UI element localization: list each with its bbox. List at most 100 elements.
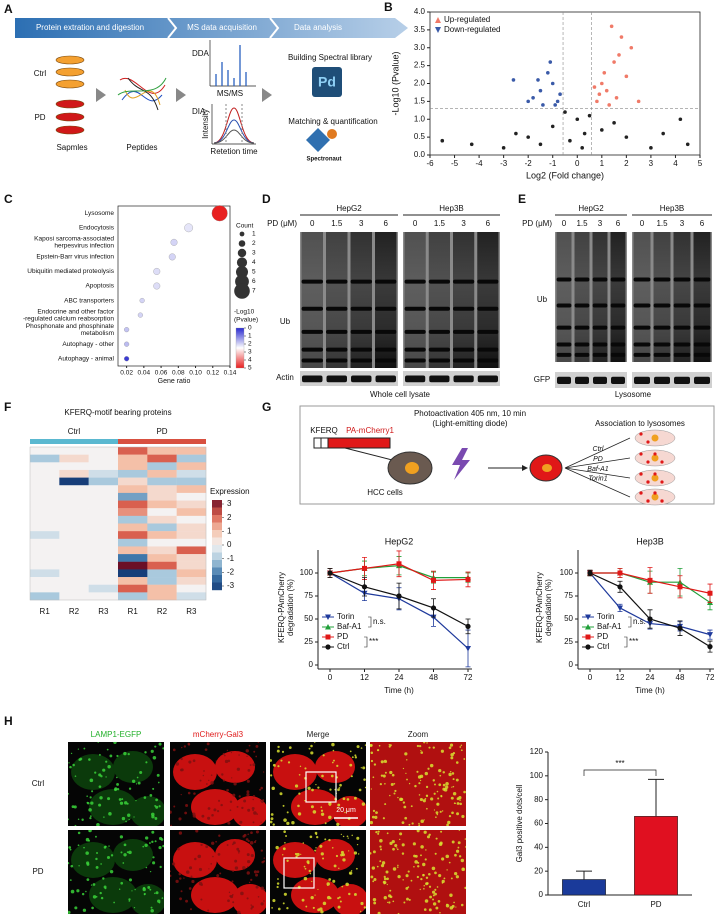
heatmap-cell — [88, 477, 119, 486]
puncta — [419, 888, 421, 891]
heatmap-cell — [59, 515, 89, 524]
puncta — [178, 872, 182, 876]
puncta — [457, 846, 460, 849]
panel-letter: E — [518, 192, 526, 206]
heatmap-cell — [118, 554, 148, 562]
puncta — [422, 862, 426, 867]
puncta — [109, 754, 113, 758]
puncta — [190, 875, 193, 878]
x-tick-label: 72 — [464, 673, 473, 682]
point — [550, 124, 555, 129]
puncta — [383, 896, 387, 900]
puncta — [127, 752, 130, 756]
band — [693, 342, 711, 347]
puncta — [157, 899, 161, 903]
band — [301, 279, 323, 284]
puncta — [324, 838, 327, 841]
band — [453, 329, 475, 334]
puncta — [424, 771, 428, 776]
schematic-title: (Light-emitting diode) — [432, 419, 507, 428]
puncta — [116, 776, 118, 779]
cell — [291, 789, 339, 825]
msms-icon — [209, 40, 256, 87]
puncta — [148, 842, 151, 844]
puncta — [348, 892, 351, 896]
puncta — [276, 749, 280, 753]
legend-label: 3 — [252, 250, 256, 257]
point — [327, 570, 333, 576]
puncta — [458, 855, 462, 858]
puncta — [337, 803, 341, 807]
puncta — [92, 895, 97, 899]
point — [580, 146, 584, 150]
puncta — [223, 754, 226, 757]
divider — [167, 17, 178, 39]
puncta — [256, 813, 258, 815]
puncta — [238, 754, 240, 756]
puncta — [360, 901, 364, 906]
band — [673, 352, 691, 357]
band — [653, 325, 671, 330]
puncta — [364, 786, 366, 789]
error-bar — [576, 870, 592, 880]
puncta — [392, 847, 395, 851]
puncta — [438, 842, 443, 847]
legend-marker — [585, 624, 591, 630]
puncta — [237, 910, 241, 914]
puncta — [221, 773, 224, 776]
nucleus — [542, 464, 552, 472]
caption: Whole cell lysate — [370, 390, 431, 399]
heatmap-cell — [118, 469, 148, 478]
puncta — [175, 762, 180, 766]
legend-title: -Log10 — [234, 309, 255, 316]
arrow — [564, 467, 631, 479]
heatmap-cell — [59, 531, 89, 539]
heatmap-cell — [30, 584, 60, 593]
puncta — [120, 881, 124, 885]
puncta — [85, 851, 89, 855]
step-label: Data analysis — [294, 23, 342, 32]
puncta — [187, 742, 191, 746]
puncta — [83, 846, 85, 849]
heatmap-cell — [118, 462, 148, 471]
micrograph — [270, 830, 366, 914]
puncta — [180, 757, 183, 761]
heatmap-cell — [30, 523, 60, 532]
significance-bracket — [583, 769, 657, 776]
puncta — [261, 800, 264, 804]
puncta — [227, 899, 230, 903]
puncta — [456, 802, 460, 805]
x-tick-label: -1 — [549, 159, 557, 168]
puncta — [402, 801, 406, 804]
point — [600, 128, 604, 132]
error-bar — [648, 778, 664, 817]
puncta — [215, 760, 217, 762]
puncta — [381, 861, 386, 865]
cell — [191, 877, 239, 913]
band — [350, 347, 372, 352]
category-label: herpesvirus infection — [54, 243, 114, 250]
puncta — [110, 854, 114, 857]
y-tick-label: 20 — [534, 866, 543, 875]
puncta — [452, 791, 457, 796]
puncta — [230, 895, 234, 899]
colorbar-block — [212, 582, 222, 591]
x-axis-label: Gene ratio — [158, 378, 191, 385]
puncta — [379, 845, 382, 848]
puncta — [464, 838, 466, 840]
puncta — [227, 821, 231, 825]
puncta — [443, 877, 446, 880]
puncta — [252, 763, 256, 767]
puncta — [412, 842, 416, 846]
puncta — [436, 813, 439, 816]
heatmap-cell — [147, 554, 177, 562]
heatmap-cell — [30, 477, 60, 486]
heatmap-cell — [147, 508, 177, 517]
cell — [71, 754, 115, 790]
puncta — [420, 877, 423, 881]
puncta — [270, 820, 273, 824]
puncta — [298, 773, 301, 776]
puncta — [259, 788, 262, 791]
puncta — [379, 838, 383, 843]
band — [574, 303, 590, 308]
